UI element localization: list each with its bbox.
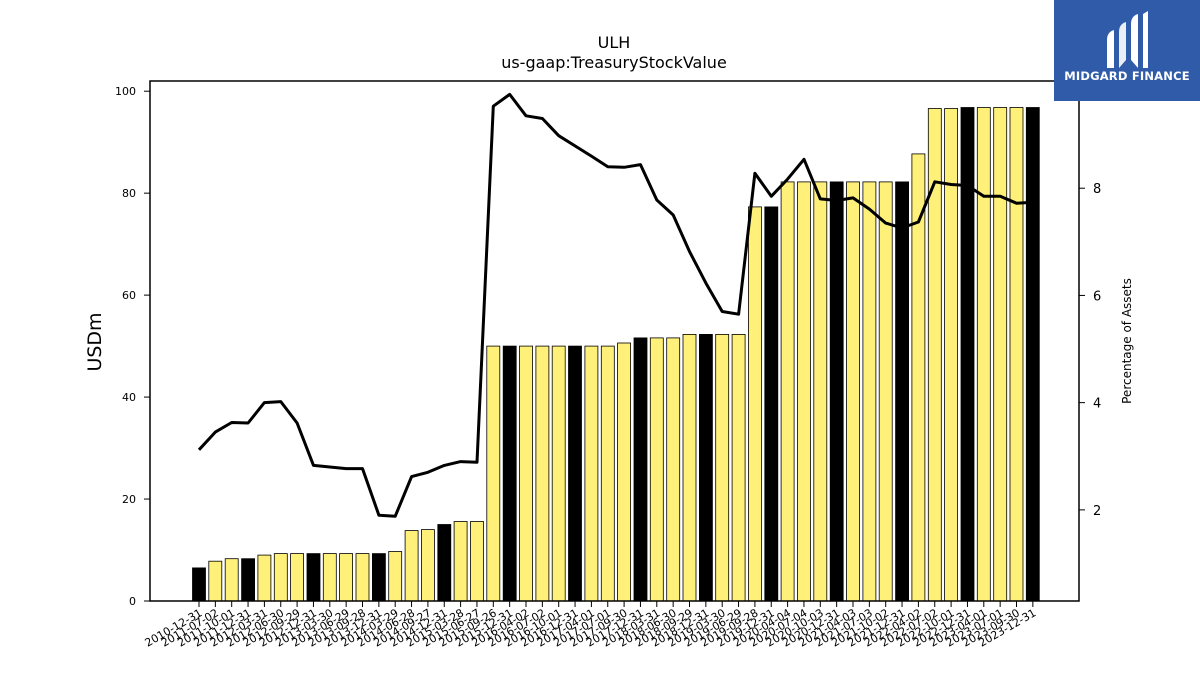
bar xyxy=(420,529,435,602)
bar xyxy=(388,551,403,602)
y-tick-label: 20 xyxy=(122,493,136,506)
bar xyxy=(649,337,664,602)
bar xyxy=(290,553,305,602)
bar xyxy=(371,553,386,602)
y2-tick-label: 8 xyxy=(1093,182,1101,197)
y2-tick-label: 4 xyxy=(1093,397,1101,412)
y-tick-label: 100 xyxy=(115,85,136,98)
y-tick-label: 40 xyxy=(122,391,136,404)
bar xyxy=(1025,107,1040,602)
y2-tick-label: 2 xyxy=(1093,504,1101,519)
bar xyxy=(322,553,337,602)
bar xyxy=(993,107,1008,602)
bar xyxy=(682,333,697,602)
bar xyxy=(224,558,239,602)
bar xyxy=(780,181,795,602)
y2-axis-label: Percentage of Assets xyxy=(1120,278,1134,404)
bar xyxy=(960,107,975,602)
bar xyxy=(551,345,566,602)
bar xyxy=(748,206,762,602)
bar xyxy=(502,345,517,602)
bar xyxy=(453,521,468,602)
y-axis-label: USDm xyxy=(84,312,106,371)
bar xyxy=(895,181,909,602)
bar xyxy=(339,553,354,602)
chart-subtitle: us-gaap:TreasuryStockValue xyxy=(501,53,727,72)
bar xyxy=(355,553,370,602)
bar xyxy=(306,553,321,602)
bar xyxy=(273,553,288,602)
bar xyxy=(633,337,648,602)
bar xyxy=(715,333,730,602)
bars-group xyxy=(192,107,1040,602)
plot-frame xyxy=(149,80,1080,602)
bar xyxy=(764,206,779,602)
bar xyxy=(846,181,860,602)
bar xyxy=(617,342,631,602)
bar xyxy=(437,524,452,602)
bar xyxy=(813,181,828,602)
y-axis-right: 2 4 6 8 xyxy=(1079,182,1101,519)
chart-title: ULH xyxy=(598,33,631,52)
midgard-logo-icon xyxy=(1107,11,1148,68)
bar xyxy=(976,107,991,602)
y2-tick-label: 6 xyxy=(1093,289,1101,304)
bar xyxy=(535,345,550,602)
bar xyxy=(257,554,272,602)
brand-name: MIDGARD FINANCE xyxy=(1064,69,1190,83)
bar xyxy=(470,521,484,602)
bar xyxy=(600,345,615,602)
percentage-line xyxy=(197,92,1033,518)
y-tick-label: 80 xyxy=(122,187,136,200)
bar xyxy=(584,345,599,602)
line-group xyxy=(197,92,1033,518)
bar xyxy=(208,560,223,602)
bar xyxy=(731,333,746,602)
bar xyxy=(878,181,893,602)
bar xyxy=(568,345,582,602)
bar xyxy=(192,567,206,602)
x-axis: 2010-12-312011-07-022011-10-012011-12-31… xyxy=(143,601,1038,650)
bar xyxy=(404,530,419,602)
bar xyxy=(829,181,844,602)
y-tick-label: 0 xyxy=(129,595,136,608)
brand-logo: MIDGARD FINANCE xyxy=(1054,0,1200,101)
bar xyxy=(486,345,501,602)
bar xyxy=(797,181,811,602)
bar xyxy=(666,337,681,602)
bar xyxy=(519,345,533,602)
y-axis-left: 0 20 40 60 80 100 xyxy=(115,85,150,608)
bar xyxy=(241,558,256,602)
bar xyxy=(1009,107,1024,602)
bar xyxy=(699,333,713,602)
bar xyxy=(862,181,877,602)
y-tick-label: 60 xyxy=(122,289,136,302)
